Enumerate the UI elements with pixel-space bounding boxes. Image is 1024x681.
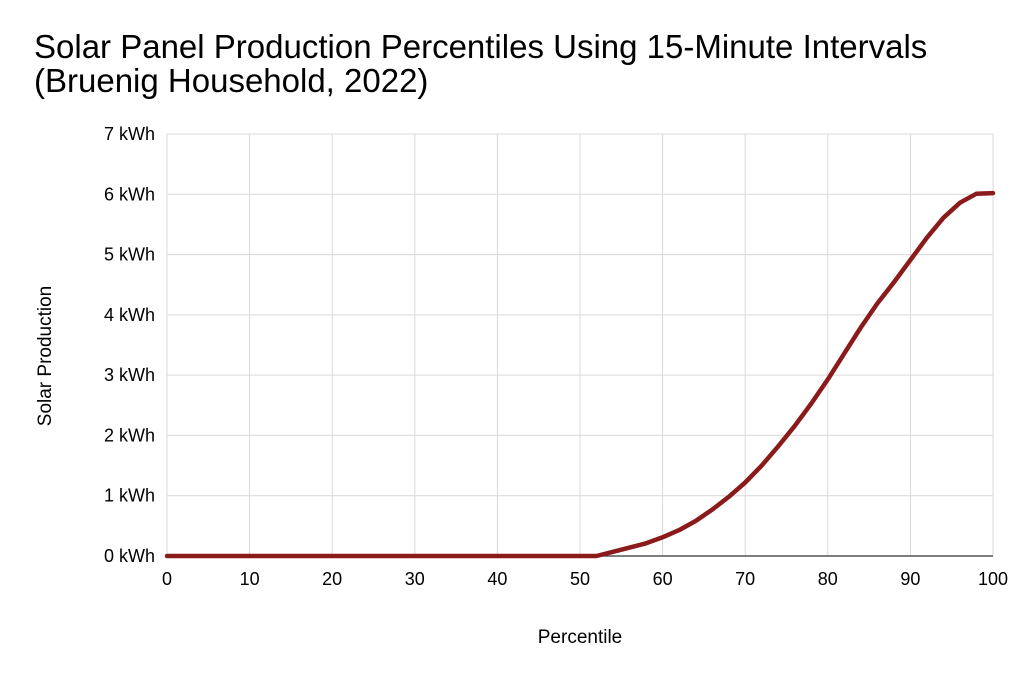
x-tick-label: 90 <box>900 569 920 589</box>
gridlines <box>166 133 994 557</box>
series-layer <box>164 190 996 559</box>
chart-title-line-1: Solar Panel Production Percentiles Using… <box>34 28 928 65</box>
y-axis-ticks: 0 kWh 1 kWh 2 kWh 3 kWh 4 kWh 5 kWh 6 kWh 7 kWh <box>104 124 155 566</box>
x-tick-label: 0 <box>162 569 172 589</box>
chart-title-line-2: (Bruenig Household, 2022) <box>34 62 429 99</box>
x-tick-label: 60 <box>653 569 673 589</box>
x-tick-label: 100 <box>978 569 1008 589</box>
x-tick-label: 30 <box>405 569 425 589</box>
chart-title: Solar Panel Production Percentiles Using… <box>34 30 1014 98</box>
y-tick-label: 2 kWh <box>104 425 155 445</box>
x-tick-label: 10 <box>240 569 260 589</box>
y-tick-label: 3 kWh <box>104 365 155 385</box>
y-tick-label: 7 kWh <box>104 124 155 144</box>
y-tick-label: 6 kWh <box>104 184 155 204</box>
x-tick-label: 80 <box>818 569 838 589</box>
y-tick-label: 1 kWh <box>104 486 155 506</box>
x-axis-ticks: 0 10 20 30 40 50 60 70 80 90 100 <box>162 569 1008 589</box>
x-tick-label: 20 <box>322 569 342 589</box>
series-line <box>164 190 996 559</box>
x-axis-title: Percentile <box>538 627 623 648</box>
y-tick-label: 4 kWh <box>104 305 155 325</box>
y-axis-title: Solar Production <box>35 286 56 426</box>
x-tick-label: 70 <box>735 569 755 589</box>
y-tick-label: 0 kWh <box>104 546 155 566</box>
x-tick-label: 50 <box>570 569 590 589</box>
x-tick-label: 40 <box>487 569 507 589</box>
y-tick-label: 5 kWh <box>104 245 155 265</box>
